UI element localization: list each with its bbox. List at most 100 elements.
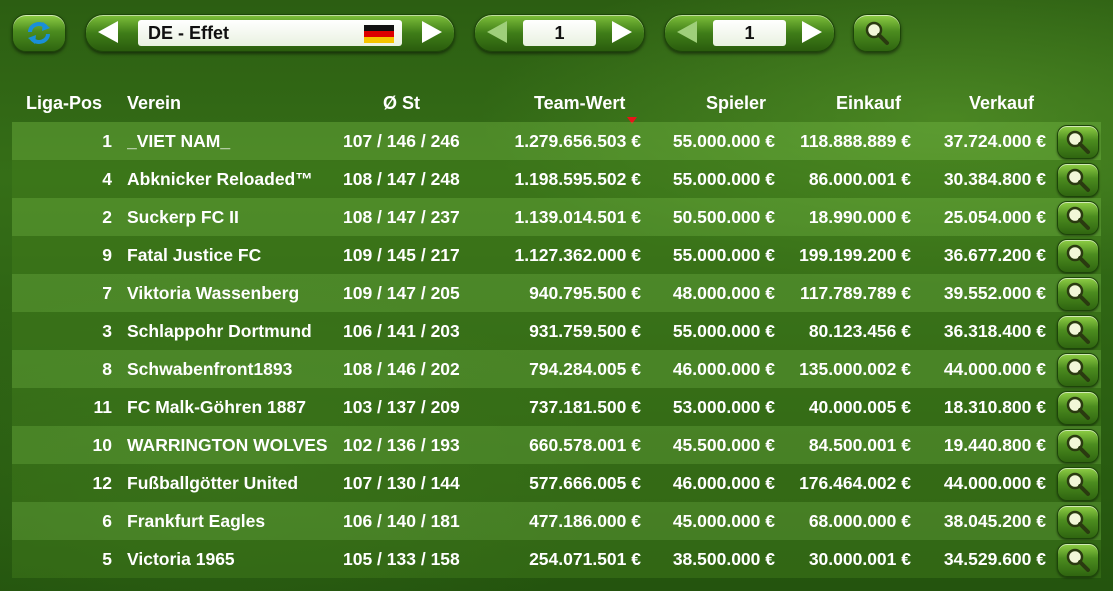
team-name: Victoria 1965 <box>127 549 235 569</box>
team-pos: 9 <box>102 245 112 265</box>
team-details-button[interactable] <box>1057 353 1099 387</box>
team-value: 737.181.500 € <box>529 397 641 417</box>
arrow-left-icon <box>677 21 697 43</box>
page-b-next-button[interactable] <box>796 19 826 45</box>
arrow-left-icon <box>98 21 118 43</box>
players-value: 38.500.000 € <box>672 549 775 569</box>
purchases-value: 84.500.001 € <box>808 435 911 455</box>
magnifier-icon <box>1066 434 1090 458</box>
team-name: Schlappohr Dortmund <box>127 321 312 341</box>
page-b-value[interactable]: 1 <box>713 20 786 46</box>
sales-value: 30.384.800 € <box>943 169 1046 189</box>
players-value: 53.000.000 € <box>672 397 775 417</box>
players-value: 48.000.000 € <box>672 283 775 303</box>
header-einkauf[interactable]: Einkauf <box>836 93 902 113</box>
sales-value: 25.054.000 € <box>943 207 1046 227</box>
header-spieler[interactable]: Spieler <box>706 93 767 113</box>
team-value-table: Liga-Pos Verein Ø St Team-Wert Spieler E… <box>12 84 1101 578</box>
team-details-button[interactable] <box>1057 201 1099 235</box>
players-value: 46.000.000 € <box>672 473 775 493</box>
purchases-value: 80.123.456 € <box>808 321 911 341</box>
team-name: Frankfurt Eagles <box>127 511 266 531</box>
magnifier-icon <box>1066 130 1090 154</box>
league-name: DE - Effet <box>148 23 229 43</box>
page-a-value[interactable]: 1 <box>523 20 596 46</box>
header-avg-strength[interactable]: Ø St <box>383 93 421 113</box>
magnifier-icon <box>1066 244 1090 268</box>
team-details-button[interactable] <box>1057 315 1099 349</box>
table-row[interactable]: 4 Abknicker Reloaded™ 108 / 147 / 248 1.198… <box>12 160 1101 198</box>
team-details-button[interactable] <box>1057 277 1099 311</box>
team-value: 254.071.501 € <box>529 549 641 569</box>
table-row[interactable]: 1 _VIET NAM_ 107 / 146 / 246 1.279.656.503 … <box>12 122 1101 160</box>
players-value: 45.000.000 € <box>672 511 775 531</box>
header-verein[interactable]: Verein <box>127 93 182 113</box>
sort-desc-icon <box>627 117 637 124</box>
team-details-button[interactable] <box>1057 429 1099 463</box>
refresh-icon <box>28 22 50 44</box>
league-selector: DE - Effet <box>85 14 455 52</box>
team-value: 1.279.656.503 € <box>514 131 641 151</box>
header-liga-pos[interactable]: Liga-Pos <box>26 93 103 113</box>
team-details-button[interactable] <box>1057 391 1099 425</box>
table-row[interactable]: 7 Viktoria Wassenberg 109 / 147 / 205 940.7… <box>12 274 1101 312</box>
team-details-button[interactable] <box>1057 543 1099 577</box>
team-avg-strength: 107 / 146 / 246 <box>343 131 460 151</box>
arrow-right-icon <box>612 21 632 43</box>
magnifier-icon <box>1066 396 1090 420</box>
team-name: FC Malk-Göhren 1887 <box>127 397 306 417</box>
team-details-button[interactable] <box>1057 505 1099 539</box>
team-avg-strength: 108 / 147 / 237 <box>343 207 460 227</box>
team-pos: 8 <box>102 359 112 379</box>
team-value: 1.139.014.501 € <box>514 207 641 227</box>
team-avg-strength: 109 / 145 / 217 <box>343 245 460 265</box>
table-row[interactable]: 9 Fatal Justice FC 109 / 145 / 217 1.127.36… <box>12 236 1101 274</box>
header-team-wert[interactable]: Team-Wert <box>534 93 626 113</box>
team-details-button[interactable] <box>1057 163 1099 197</box>
table-row[interactable]: 12 Fußballgötter United 107 / 130 / 144 577… <box>12 464 1101 502</box>
team-value: 794.284.005 € <box>529 359 641 379</box>
team-details-button[interactable] <box>1057 125 1099 159</box>
team-pos: 5 <box>102 549 112 569</box>
league-name-field[interactable]: DE - Effet <box>138 20 402 46</box>
purchases-value: 86.000.001 € <box>808 169 911 189</box>
arrow-right-icon <box>422 21 442 43</box>
league-next-button[interactable] <box>416 19 446 45</box>
team-avg-strength: 109 / 147 / 205 <box>343 283 460 303</box>
team-value: 477.186.000 € <box>529 511 641 531</box>
team-details-button[interactable] <box>1057 467 1099 501</box>
magnifier-icon <box>1066 282 1090 306</box>
table-row[interactable]: 10 WARRINGTON WOLVES 102 / 136 / 193 660.57… <box>12 426 1101 464</box>
sales-value: 44.000.000 € <box>943 359 1046 379</box>
purchases-value: 117.789.789 € <box>800 283 911 303</box>
team-name: Viktoria Wassenberg <box>127 283 300 303</box>
team-pos: 11 <box>93 397 113 417</box>
table-row[interactable]: 11 FC Malk-Göhren 1887 103 / 137 / 209 737.… <box>12 388 1101 426</box>
search-button[interactable] <box>853 14 901 52</box>
league-prev-button[interactable] <box>94 19 124 45</box>
team-avg-strength: 106 / 140 / 181 <box>343 511 460 531</box>
page-selector-a: 1 <box>474 14 645 52</box>
table-row[interactable]: 6 Frankfurt Eagles 106 / 140 / 181 477.186.… <box>12 502 1101 540</box>
magnifier-icon <box>1066 206 1090 230</box>
table-header: Liga-Pos Verein Ø St Team-Wert Spieler E… <box>12 84 1101 124</box>
team-pos: 1 <box>102 131 112 151</box>
players-value: 46.000.000 € <box>672 359 775 379</box>
purchases-value: 135.000.002 € <box>799 359 911 379</box>
table-row[interactable]: 3 Schlappohr Dortmund 106 / 141 / 203 931.7… <box>12 312 1101 350</box>
refresh-button[interactable] <box>12 14 66 52</box>
page-a-next-button[interactable] <box>606 19 636 45</box>
team-pos: 10 <box>92 435 112 455</box>
table-row[interactable]: 8 Schwabenfront1893 108 / 146 / 202 794.284… <box>12 350 1101 388</box>
page-b-prev-button[interactable] <box>673 19 703 45</box>
team-pos: 3 <box>102 321 112 341</box>
page-a-prev-button[interactable] <box>483 19 513 45</box>
team-value: 1.198.595.502 € <box>514 169 641 189</box>
team-name: Fatal Justice FC <box>127 245 262 265</box>
table-row[interactable]: 2 Suckerp FC II 108 / 147 / 237 1.139.014.5… <box>12 198 1101 236</box>
purchases-value: 118.888.889 € <box>800 131 911 151</box>
table-row[interactable]: 5 Victoria 1965 105 / 133 / 158 254.071.501… <box>12 540 1101 578</box>
team-details-button[interactable] <box>1057 239 1099 273</box>
header-verkauf[interactable]: Verkauf <box>969 93 1035 113</box>
magnifier-icon <box>865 21 889 45</box>
